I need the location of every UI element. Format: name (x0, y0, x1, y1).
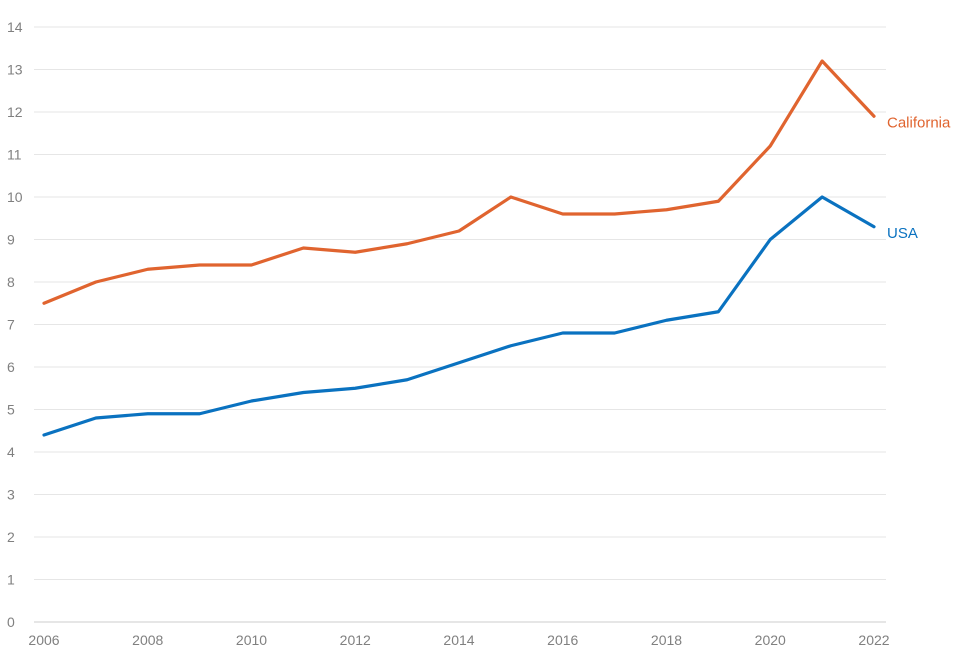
y-tick-label: 2 (7, 529, 15, 545)
series-labels: California USA (887, 114, 951, 242)
y-tick-label: 11 (7, 147, 22, 163)
y-tick-label: 13 (7, 62, 23, 78)
y-tick-label: 9 (7, 232, 15, 248)
series-lines (42, 59, 876, 437)
x-tick-label: 2018 (651, 632, 682, 648)
y-tick-label: 0 (7, 614, 15, 630)
x-tick-label: 2016 (547, 632, 578, 648)
y-tick-label: 6 (7, 359, 15, 375)
x-axis-ticks: 2006 2008 2010 2012 2014 2016 2018 2020 2022 (28, 632, 889, 648)
series-line-usa (42, 195, 876, 437)
y-tick-label: 5 (7, 402, 15, 418)
y-tick-label: 4 (7, 444, 15, 460)
y-tick-label: 1 (7, 572, 15, 588)
y-tick-label: 14 (7, 19, 23, 35)
series-line-california (42, 59, 876, 305)
x-tick-label: 2022 (858, 632, 889, 648)
x-tick-label: 2014 (443, 632, 474, 648)
y-tick-label: 3 (7, 487, 15, 503)
series-label-usa: USA (887, 225, 918, 242)
y-tick-label: 8 (7, 274, 15, 290)
x-tick-label: 2020 (755, 632, 786, 648)
x-tick-label: 2012 (340, 632, 371, 648)
x-tick-label: 2008 (132, 632, 163, 648)
y-tick-label: 10 (7, 189, 23, 205)
x-tick-label: 2006 (28, 632, 59, 648)
gridlines (34, 26, 886, 623)
y-tick-label: 12 (7, 104, 23, 120)
y-tick-label: 7 (7, 317, 15, 333)
series-label-california: California (887, 114, 951, 131)
x-tick-label: 2010 (236, 632, 267, 648)
